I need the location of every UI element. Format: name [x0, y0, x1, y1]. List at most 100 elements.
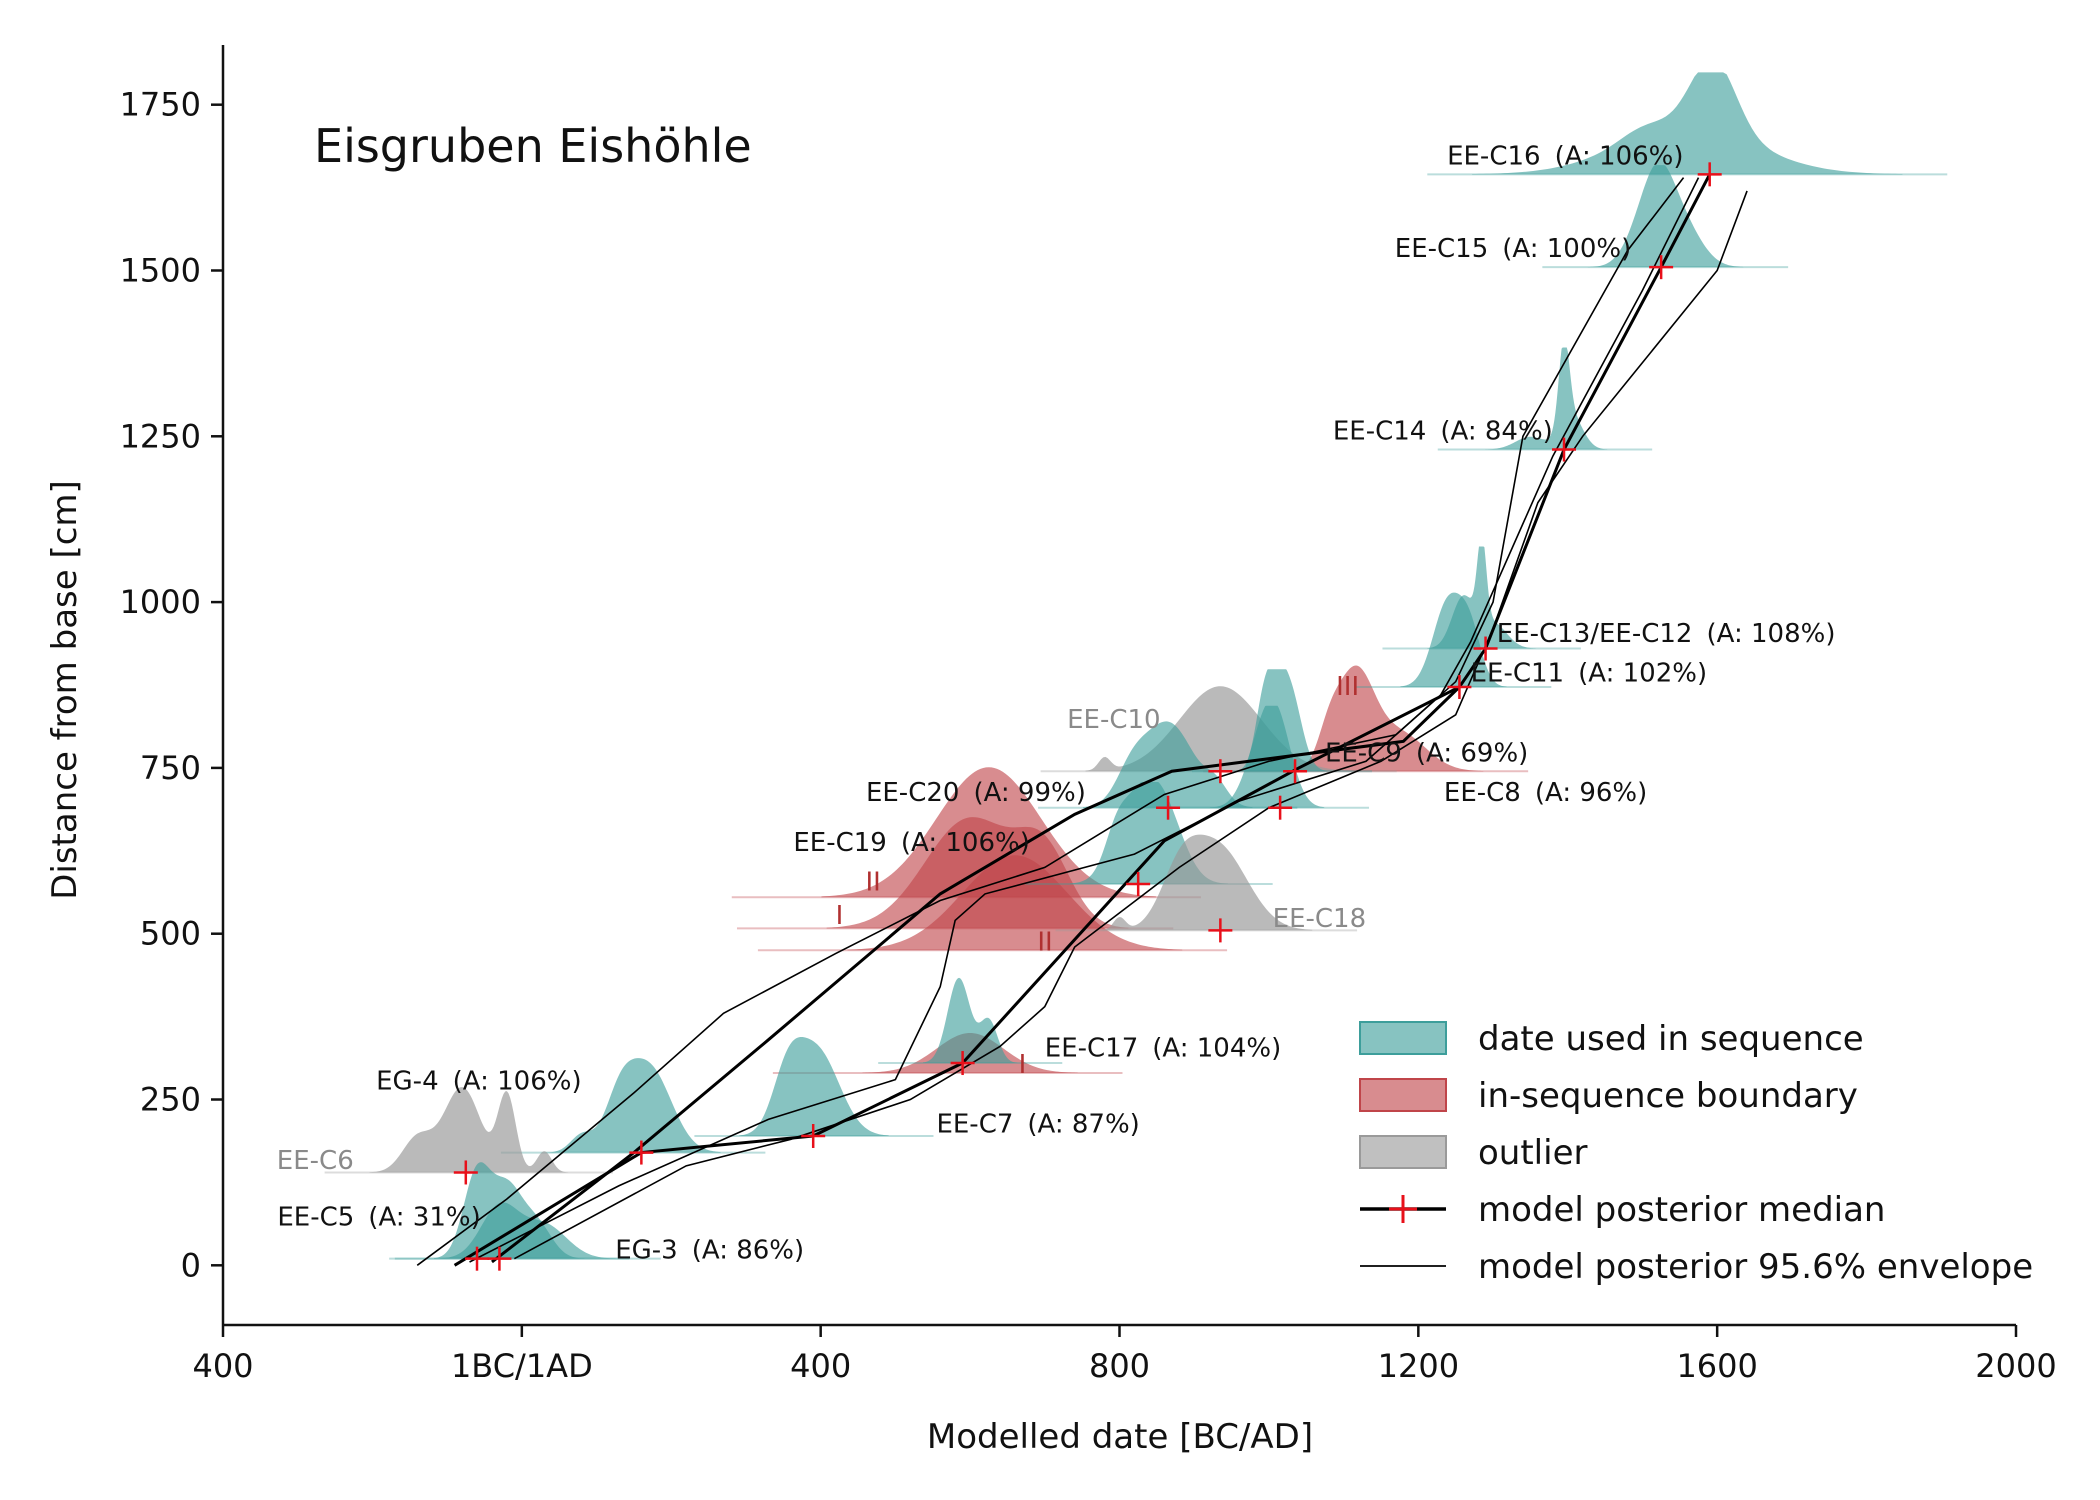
median-marker-eg-3 — [487, 1246, 512, 1271]
date-name: EE-C18 — [1273, 904, 1366, 934]
median-marker-ee-c9 — [1283, 759, 1308, 784]
date-label-ee-c19: EE-C19 (A: 106%) — [793, 828, 1029, 858]
x-tick-label: 800 — [1089, 1347, 1150, 1385]
date-label-ee-c9: EE-C9 (A: 69%) — [1325, 738, 1528, 768]
date-density-ee-c7 — [739, 1036, 889, 1136]
date-label-ee-c17: EE-C17 (A: 104%) — [1045, 1033, 1281, 1063]
legend: date used in sequence in-sequence boundar… — [1359, 1019, 2033, 1287]
legend-label: model posterior median — [1478, 1190, 1886, 1230]
date-label-eg-3: EG-3 (A: 86%) — [615, 1236, 804, 1266]
median-marker-ee-c20 — [1156, 795, 1181, 820]
agreement-index: (A: 96%) — [1535, 778, 1647, 808]
legend-item-envelope: model posterior 95.6% envelope — [1360, 1247, 2033, 1287]
date-name: EG-4 — [376, 1067, 439, 1097]
date-density-eg-3 — [439, 1202, 616, 1259]
date-density-ee-c20 — [1082, 721, 1253, 808]
date-name: EE-C16 — [1447, 141, 1540, 171]
date-name: EE-C9 — [1325, 738, 1402, 768]
date-label-ee-c11: EE-C11 (A: 102%) — [1471, 659, 1707, 689]
date-label-ee-c13-ee-c12: EE-C13/EE-C12 (A: 108%) — [1497, 619, 1836, 649]
agreement-index: (A: 106%) — [1555, 141, 1684, 171]
legend-item-outlier: outlier — [1359, 1133, 1587, 1173]
date-density-ee-c11 — [1400, 592, 1507, 687]
date-label-ee-c6: EE-C6 — [277, 1146, 354, 1176]
legend-label: in-sequence boundary — [1478, 1076, 1858, 1116]
median-marker-ee-c19 — [1126, 871, 1151, 896]
agreement-index: (A: 87%) — [1027, 1110, 1139, 1140]
median-curve — [453, 173, 1712, 1267]
y-tick-label: 1750 — [120, 86, 201, 124]
agreement-index: (A: 108%) — [1706, 619, 1835, 649]
median-marker-ee-c17 — [950, 1051, 975, 1076]
date-label-ee-c5: EE-C5 (A: 31%) — [277, 1203, 480, 1233]
median-marker-ee-c10 — [1208, 759, 1233, 784]
x-tick-label: 1BC/1AD — [451, 1347, 593, 1385]
legend-swatch — [1359, 1078, 1447, 1112]
median-curve-2 — [491, 685, 1461, 1264]
y-tick-label: 500 — [140, 915, 201, 953]
agreement-index: (A: 31%) — [368, 1203, 480, 1233]
boundary-label-0: III — [1336, 672, 1359, 702]
legend-item-boundary: in-sequence boundary — [1359, 1076, 1858, 1116]
date-name: EE-C14 — [1333, 417, 1426, 447]
x-axis-title: Modelled date [BC/AD] — [927, 1417, 1313, 1457]
agreement-index: (A: 104%) — [1152, 1033, 1281, 1063]
date-density-ee-c6 — [369, 1087, 569, 1173]
date-label-ee-c7: EE-C7 (A: 87%) — [936, 1110, 1139, 1140]
date-name: EE-C7 — [936, 1110, 1013, 1140]
x-tick-label: 1200 — [1378, 1347, 1459, 1385]
date-name: EE-C5 — [277, 1203, 354, 1233]
agreement-index: (A: 102%) — [1578, 659, 1707, 689]
agreement-index: (A: 106%) — [453, 1067, 582, 1097]
model-curves — [416, 173, 1748, 1267]
date-name: EE-C8 — [1444, 778, 1521, 808]
date-labels: EE-C16 (A: 106%) EE-C15 (A: 100%) EE-C14 (A: … — [277, 141, 1836, 1265]
median-marker-eg-4 — [629, 1140, 654, 1165]
y-tick-label: 750 — [140, 749, 201, 787]
legend-swatch — [1359, 1021, 1447, 1055]
date-label-ee-c16: EE-C16 (A: 106%) — [1447, 141, 1683, 171]
boundary-label-1: II — [865, 868, 880, 898]
date-name: EE-C20 — [866, 778, 959, 808]
x-tick-label: 2000 — [1975, 1347, 2056, 1385]
legend-item-sequence: date used in sequence — [1359, 1019, 1864, 1059]
y-tick-label: 1500 — [120, 251, 201, 289]
envelope-curve-2 — [469, 177, 1700, 1263]
median-marker-ee-c6 — [453, 1160, 478, 1185]
agreement-index: (A: 106%) — [901, 828, 1030, 858]
median-marker-ee-c8 — [1268, 795, 1293, 820]
date-label-eg-4: EG-4 (A: 106%) — [376, 1067, 581, 1097]
agreement-index: (A: 69%) — [1416, 738, 1528, 768]
date-label-ee-c10: EE-C10 — [1067, 705, 1160, 735]
y-tick-label: 1000 — [120, 583, 201, 621]
median-marker-ee-c15 — [1649, 255, 1674, 280]
agreement-index: (A: 100%) — [1502, 234, 1631, 264]
date-name: EE-C13/EE-C12 — [1497, 619, 1693, 649]
median-marker-ee-c16 — [1697, 162, 1722, 187]
median-marker-ee-c13-ee-c12 — [1473, 636, 1498, 661]
envelope-curve-0 — [416, 177, 1685, 1266]
date-name: EE-C15 — [1395, 234, 1488, 264]
x-tick-label: 400 — [192, 1347, 253, 1385]
date-name: EG-3 — [615, 1236, 678, 1266]
median-marker-ee-c18 — [1208, 918, 1233, 943]
axes: 400 1BC/1AD 400 800 1200 1600 2000 0 250 500 750 10… — [120, 45, 2057, 1385]
envelope-curve-1 — [513, 190, 1748, 1260]
date-name: EE-C6 — [277, 1146, 354, 1176]
date-label-ee-c20: EE-C20 (A: 99%) — [866, 778, 1086, 808]
agreement-index: (A: 99%) — [973, 778, 1085, 808]
date-name: EE-C10 — [1067, 705, 1160, 735]
date-label-ee-c15: EE-C15 (A: 100%) — [1395, 234, 1631, 264]
date-density-ee-c18 — [1100, 834, 1313, 931]
date-density-ee-c15 — [1587, 165, 1744, 268]
date-density-eg-4 — [545, 1058, 721, 1153]
chart-title: Eisgruben Eishöhle — [314, 119, 752, 173]
date-name: EE-C17 — [1045, 1033, 1138, 1063]
date-label-ee-c18: EE-C18 — [1273, 904, 1366, 934]
agreement-index: (A: 86%) — [692, 1236, 804, 1266]
legend-label: model posterior 95.6% envelope — [1478, 1247, 2033, 1287]
boundary-label-3: II — [1037, 927, 1052, 957]
legend-item-median: model posterior median — [1360, 1190, 1886, 1230]
x-tick-label: 400 — [790, 1347, 851, 1385]
date-label-ee-c8: EE-C8 (A: 96%) — [1444, 778, 1647, 808]
